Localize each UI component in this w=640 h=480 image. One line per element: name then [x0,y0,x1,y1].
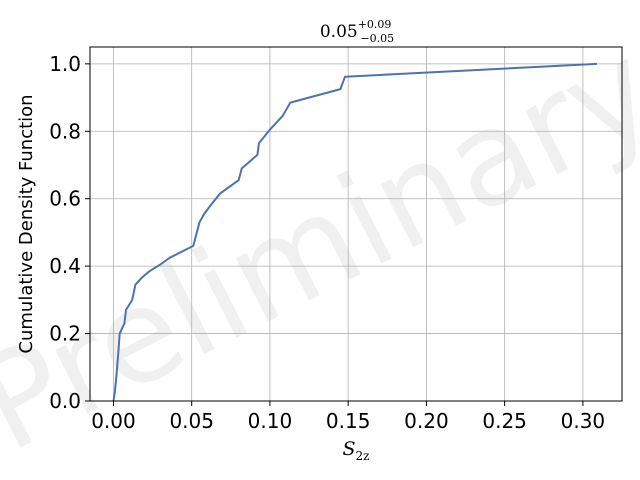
y-tick-label: 0.2 [49,322,81,346]
y-tick-label: 0.4 [49,254,81,278]
x-tick-label: 0.30 [561,409,606,433]
x-tick-label: 0.15 [326,409,371,433]
x-axis-label: S2z [343,438,370,463]
y-ticks: 0.0 0.2 0.4 0.6 0.8 1.0 [49,52,90,413]
x-tick-label: 0.25 [482,409,527,433]
y-tick-label: 0.0 [49,389,81,413]
plot-frame [89,46,623,402]
x-axis-label-base: S [343,438,356,460]
chart-title: 0.05+0.09 −0.05 [320,18,394,45]
x-tick-label: 0.20 [404,409,449,433]
y-axis-label: Cumulative Density Function [16,94,37,353]
x-ticks: 0.00 0.05 0.10 0.15 0.20 0.25 0.30 [91,401,605,433]
series-group [112,62,598,402]
y-tick-label: 0.8 [49,119,81,143]
chart-title-sub: −0.05 [360,32,394,45]
x-tick-label: 0.10 [248,409,293,433]
y-tick-label: 1.0 [49,52,81,76]
chart-title-sup: +0.09 [358,18,392,31]
x-tick-label: 0.05 [169,409,214,433]
x-tick-label: 0.00 [91,409,136,433]
cdf-line [112,62,598,402]
y-tick-label: 0.6 [49,187,81,211]
x-axis-label-sub: 2z [356,449,370,463]
chart-title-base: 0.05 [320,22,358,42]
